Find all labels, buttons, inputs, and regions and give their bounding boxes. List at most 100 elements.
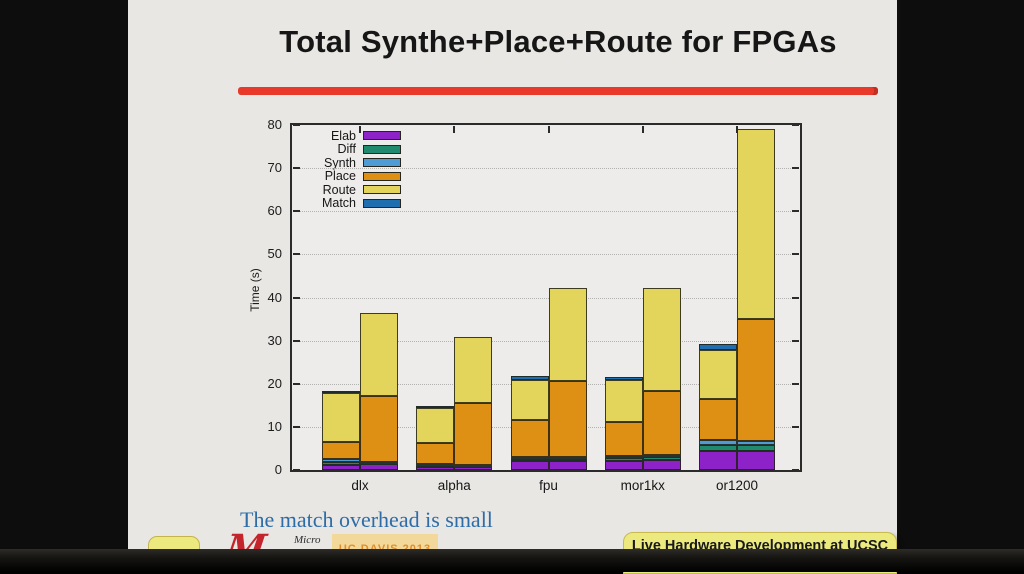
legend-label: Match [321, 196, 356, 211]
legend-label: Place [324, 169, 356, 184]
bar-segment-match [604, 376, 643, 380]
bar-segment-diff [416, 465, 455, 468]
bar-segment-place [548, 381, 587, 458]
y-tick-label: 0 [274, 462, 282, 477]
bar-segment-place [604, 421, 643, 456]
y-tick-mark [792, 382, 799, 385]
x-category-label: mor1kx [620, 478, 665, 493]
bar-segment-synth [642, 454, 681, 458]
legend-swatch-diff [363, 144, 401, 154]
bar-segment-place [416, 442, 455, 464]
legend-row-route: Route [304, 183, 401, 197]
y-tick-label: 30 [267, 332, 282, 348]
y-tick-mark [792, 124, 799, 126]
legend-label: Route [322, 182, 356, 197]
bar-segment-elab [322, 464, 360, 470]
y-gridline [293, 254, 799, 256]
y-tick-label: 60 [267, 203, 282, 219]
bar-segment-diff [510, 459, 549, 462]
y-tick-label: 20 [267, 375, 282, 391]
y-tick-mark [293, 469, 300, 471]
bar-segment-elab [604, 460, 643, 470]
y-tick-mark [293, 124, 300, 126]
x-tick-mark [453, 126, 456, 133]
bar-segment-synth [510, 456, 549, 460]
y-tick-label: 80 [267, 117, 282, 132]
legend-swatch-elab [363, 131, 401, 141]
micro-conference-logo: M Micro [223, 527, 336, 570]
bar-segment-match [416, 406, 455, 409]
bar-segment-route [360, 312, 398, 396]
bar-segment-route [642, 287, 681, 392]
slide: Total Synthe+Place+Route for FPGAs Time … [128, 0, 897, 574]
letterbox-left [0, 0, 128, 572]
legend-row-synth: Synth [304, 156, 401, 170]
bar-segment-elab [737, 451, 775, 470]
bar-segment-synth [737, 440, 775, 446]
x-category-label: fpu [539, 478, 558, 493]
legend-label: Synth [324, 155, 356, 170]
bar-segment-synth [322, 459, 360, 463]
legend-label: Diff [337, 142, 356, 157]
x-category-label: or1200 [715, 478, 759, 493]
bar-segment-route [322, 392, 360, 442]
bar-segment-diff [322, 462, 360, 465]
x-tick-mark [547, 126, 550, 133]
bar-segment-synth [699, 440, 737, 446]
legend-row-place: Place [304, 169, 401, 184]
y-tick-mark [792, 339, 799, 342]
page-title: Total Synthe+Place+Route for FPGAs [279, 24, 837, 59]
y-gridline [293, 211, 799, 213]
legend-row-diff: Diff [304, 142, 401, 157]
bar-segment-match [699, 344, 737, 350]
bar-segment-place [454, 403, 493, 465]
bar-segment-route [699, 349, 737, 399]
bar-segment-route [548, 288, 587, 382]
bar-segment-place [699, 398, 737, 441]
bar-segment-route [454, 336, 493, 404]
y-tick-mark [792, 469, 799, 471]
bar-segment-elab [548, 461, 587, 470]
slide-caption: The match overhead is small [240, 507, 493, 532]
bar-segment-place [360, 395, 398, 463]
x-tick-mark [641, 126, 644, 133]
y-tick-mark [293, 339, 300, 342]
legend-swatch-synth [363, 158, 401, 168]
bar-segment-synth [548, 457, 587, 460]
y-tick-mark [792, 253, 799, 256]
bar-segment-route [737, 129, 775, 319]
x-category-label: alpha [437, 478, 471, 493]
y-tick-mark [792, 210, 799, 213]
legend-swatch-match [363, 198, 401, 208]
y-tick-mark [792, 296, 799, 299]
bar-segment-diff [548, 459, 587, 462]
letterbox-right [897, 0, 1024, 572]
chart-legend: Elab Diff Synth Place Route Match [304, 129, 401, 210]
bar-segment-synth [604, 455, 643, 459]
y-tick-label: 10 [267, 418, 282, 434]
legend-row-match: Match [304, 196, 401, 211]
legend-label: Elab [330, 128, 356, 143]
bar-segment-elab [642, 459, 681, 470]
y-gridline [293, 340, 799, 342]
bar-segment-match [510, 376, 549, 380]
bar-segment-route [604, 379, 643, 422]
bar-segment-place [642, 391, 681, 455]
bar-segment-route [416, 407, 455, 443]
y-tick-mark [293, 425, 300, 428]
y-tick-label: 40 [267, 289, 282, 305]
y-gridline [293, 168, 799, 170]
bar-segment-match [322, 390, 360, 393]
bottom-black-overlay [0, 549, 1024, 572]
legend-swatch-route [363, 185, 401, 195]
y-tick-mark [293, 210, 300, 213]
y-tick-mark [792, 167, 799, 170]
x-tick-mark [736, 126, 738, 133]
bar-segment-route [510, 379, 549, 420]
bar-segment-synth [454, 464, 493, 467]
title-underline-rule [238, 87, 878, 95]
y-tick-mark [293, 167, 300, 170]
y-tick-mark [293, 296, 300, 299]
